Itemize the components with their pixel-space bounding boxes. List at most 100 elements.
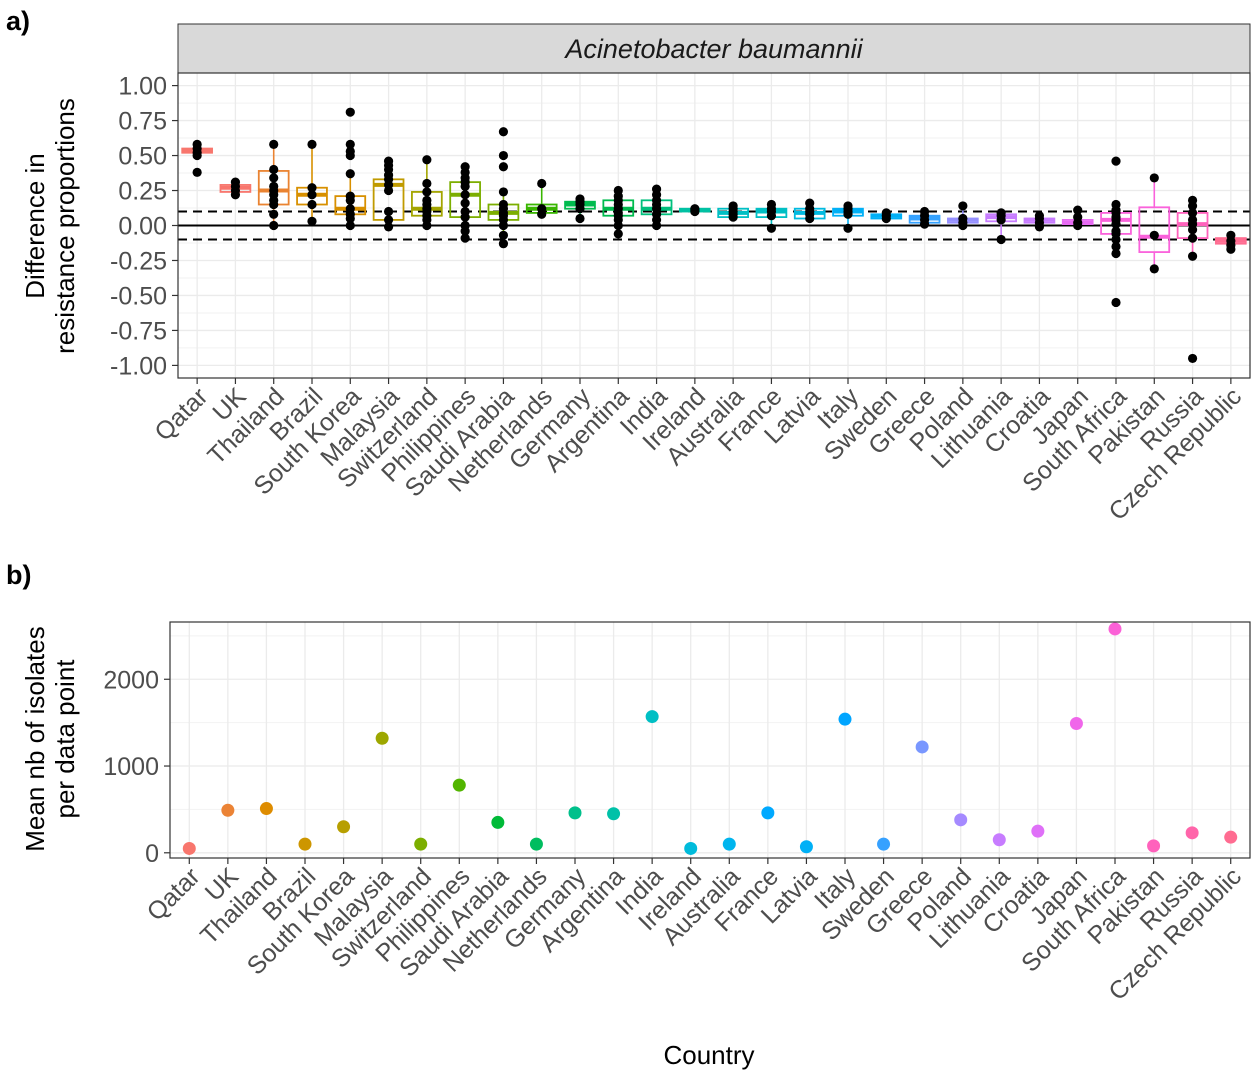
data-point (1111, 241, 1121, 252)
data-point (1108, 622, 1122, 636)
data-point (452, 778, 466, 792)
data-point (568, 806, 582, 820)
data-point (843, 209, 853, 219)
data-point (575, 204, 585, 214)
data-point (345, 150, 355, 161)
y-axis-title-line1: Difference in (20, 153, 50, 299)
data-point (345, 213, 355, 224)
data-point (1187, 201, 1198, 211)
data-point (1187, 251, 1198, 261)
data-point (996, 234, 1006, 245)
data-point (651, 220, 662, 231)
data-point (805, 213, 815, 224)
panel-label-a: a) (6, 6, 30, 36)
y-tick-label: 0.25 (118, 178, 167, 206)
data-point (460, 190, 470, 200)
data-point (307, 216, 317, 226)
chart-a-boxplot: Acinetobacter baumannii Difference in re… (20, 23, 1251, 526)
data-point (881, 213, 891, 224)
data-point (269, 199, 279, 210)
data-point (498, 239, 509, 249)
data-point (422, 187, 432, 197)
data-point (422, 220, 432, 231)
data-point (1187, 208, 1198, 218)
data-point (645, 710, 659, 724)
data-point (1034, 222, 1045, 232)
data-point (613, 220, 623, 231)
data-point (1187, 353, 1198, 364)
data-point (722, 837, 736, 851)
data-point (919, 219, 930, 229)
data-point (877, 837, 891, 851)
y-axis-title-line2: resistance proportions (50, 98, 80, 354)
data-point (269, 209, 279, 219)
y-tick-label: -1.00 (110, 352, 167, 380)
data-point (992, 833, 1006, 847)
data-point (1069, 717, 1083, 731)
data-point (1187, 225, 1198, 235)
data-point (383, 185, 394, 196)
data-point (1111, 297, 1121, 308)
data-point (761, 806, 775, 820)
data-point (491, 815, 505, 829)
data-point (182, 841, 196, 855)
y-tick-label: 1.00 (118, 73, 167, 101)
data-point (460, 198, 470, 208)
y-axis-title-line2: per data point (50, 659, 80, 819)
data-point (192, 150, 202, 161)
plot-border (169, 621, 1251, 859)
y-axis-title-line1: Mean nb of isolates (20, 626, 50, 851)
data-point (613, 229, 623, 239)
strip-title: Acinetobacter baumannii (563, 34, 863, 64)
y-tick-label: -0.50 (110, 282, 167, 310)
data-point (996, 215, 1006, 225)
data-point (1111, 156, 1121, 166)
data-point (1224, 830, 1238, 844)
data-point (799, 840, 813, 854)
data-point (460, 181, 470, 191)
data-point (575, 213, 585, 224)
strip-background (177, 23, 1251, 74)
data-point (269, 139, 279, 149)
data-point (1073, 220, 1083, 231)
y-tick-label: 0 (145, 840, 159, 868)
data-point (345, 169, 355, 179)
y-tick-label: 0.00 (118, 213, 167, 241)
data-point (307, 199, 317, 210)
y-tick-label: -0.75 (110, 317, 167, 345)
data-point (345, 220, 355, 231)
data-point (766, 211, 777, 221)
data-point (383, 215, 394, 225)
data-point (307, 139, 317, 149)
data-point (843, 223, 853, 233)
data-point (1226, 244, 1236, 254)
x-tick-label: Qatar (149, 382, 213, 446)
data-point (383, 206, 394, 217)
data-point (915, 740, 929, 754)
x-tick-label: Qatar (142, 862, 206, 926)
data-point (307, 190, 317, 200)
data-point (537, 209, 547, 219)
data-point (498, 230, 509, 240)
y-tick-label: -0.25 (110, 247, 167, 275)
data-point (1111, 248, 1121, 259)
data-point (838, 712, 852, 726)
data-point (422, 178, 432, 189)
data-point (221, 803, 235, 817)
data-point (766, 223, 777, 233)
y-tick-label: 0.75 (118, 108, 167, 136)
data-point (345, 139, 355, 149)
data-point (460, 212, 470, 222)
plot-background (170, 622, 1250, 858)
data-point (1147, 839, 1161, 853)
data-point (498, 187, 509, 197)
data-point (307, 183, 317, 193)
data-point (383, 222, 394, 232)
data-point (529, 837, 543, 851)
box (1138, 206, 1171, 253)
data-point (269, 164, 279, 175)
data-point (422, 155, 432, 165)
data-point (1187, 233, 1198, 243)
data-point (954, 813, 968, 827)
